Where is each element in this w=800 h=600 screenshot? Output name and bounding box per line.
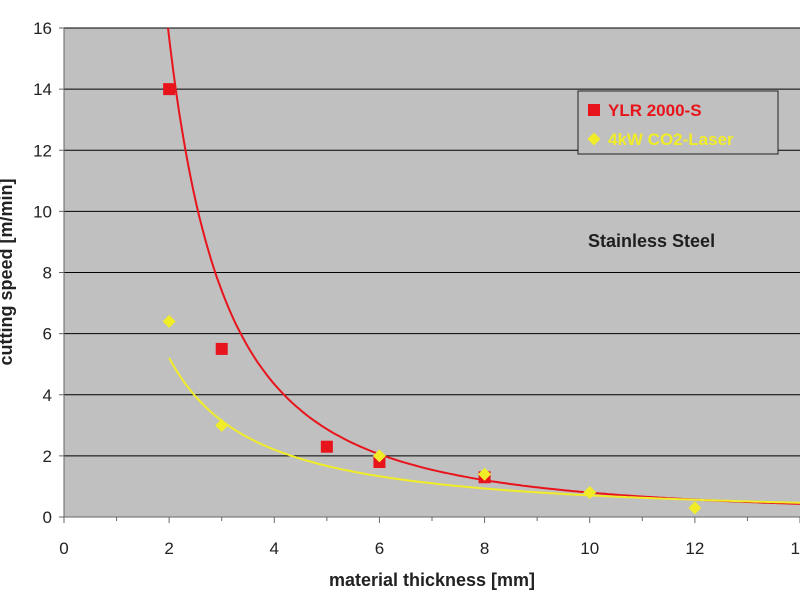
- x-tick-label-12: 12: [685, 539, 704, 558]
- y-axis-title: cutting speed [m/min]: [0, 178, 16, 365]
- point-series-2-1: [162, 314, 176, 328]
- point-series-2-6: [688, 501, 702, 515]
- x-tick-labels: 0 2 4 6 8 10 12 14: [59, 539, 800, 558]
- x-axis-title: material thickness [mm]: [329, 570, 535, 590]
- point-series-1-2: [215, 342, 228, 355]
- point-series-2-5: [583, 486, 597, 500]
- legend-marker-series-1: [588, 104, 600, 116]
- x-tick-label-14: 14: [791, 539, 800, 558]
- x-tick-label-8: 8: [480, 539, 489, 558]
- y-tick-label-14: 14: [33, 80, 52, 99]
- legend-marker-series-2: [587, 132, 601, 146]
- y-tick-labels: 0 2 4 6 8 10 12 14 16: [33, 19, 52, 527]
- point-series-1-1: [163, 83, 176, 96]
- y-tick-label-10: 10: [33, 202, 52, 221]
- point-series-2-2: [215, 418, 229, 432]
- point-series-2-3: [372, 449, 386, 463]
- legend-box: [577, 90, 779, 155]
- y-tick-label-12: 12: [33, 141, 52, 160]
- legend-label-series-2: 4kW CO2-Laser: [608, 130, 734, 149]
- grid-lines: [64, 27, 800, 457]
- axes: [59, 27, 800, 523]
- markers: [162, 83, 702, 515]
- x-tick-label-10: 10: [580, 539, 599, 558]
- trendline-series-2: [168, 357, 800, 504]
- x-tick-label-2: 2: [164, 539, 173, 558]
- x-tick-label-4: 4: [270, 539, 279, 558]
- x-tick-label-0: 0: [59, 539, 68, 558]
- y-tick-label-8: 8: [43, 264, 52, 283]
- annotation-label: Stainless Steel: [588, 231, 715, 251]
- point-series-1-3: [320, 440, 333, 453]
- y-tick-label-0: 0: [43, 508, 52, 527]
- y-tick-label-6: 6: [43, 325, 52, 344]
- x-tick-label-6: 6: [375, 539, 384, 558]
- y-tick-label-16: 16: [33, 19, 52, 38]
- legend: YLR 2000-S 4kW CO2-Laser: [577, 90, 779, 155]
- y-tick-label-4: 4: [43, 386, 52, 405]
- y-tick-label-2: 2: [43, 447, 52, 466]
- legend-label-series-1: YLR 2000-S: [608, 101, 702, 120]
- point-series-2-4: [478, 467, 492, 481]
